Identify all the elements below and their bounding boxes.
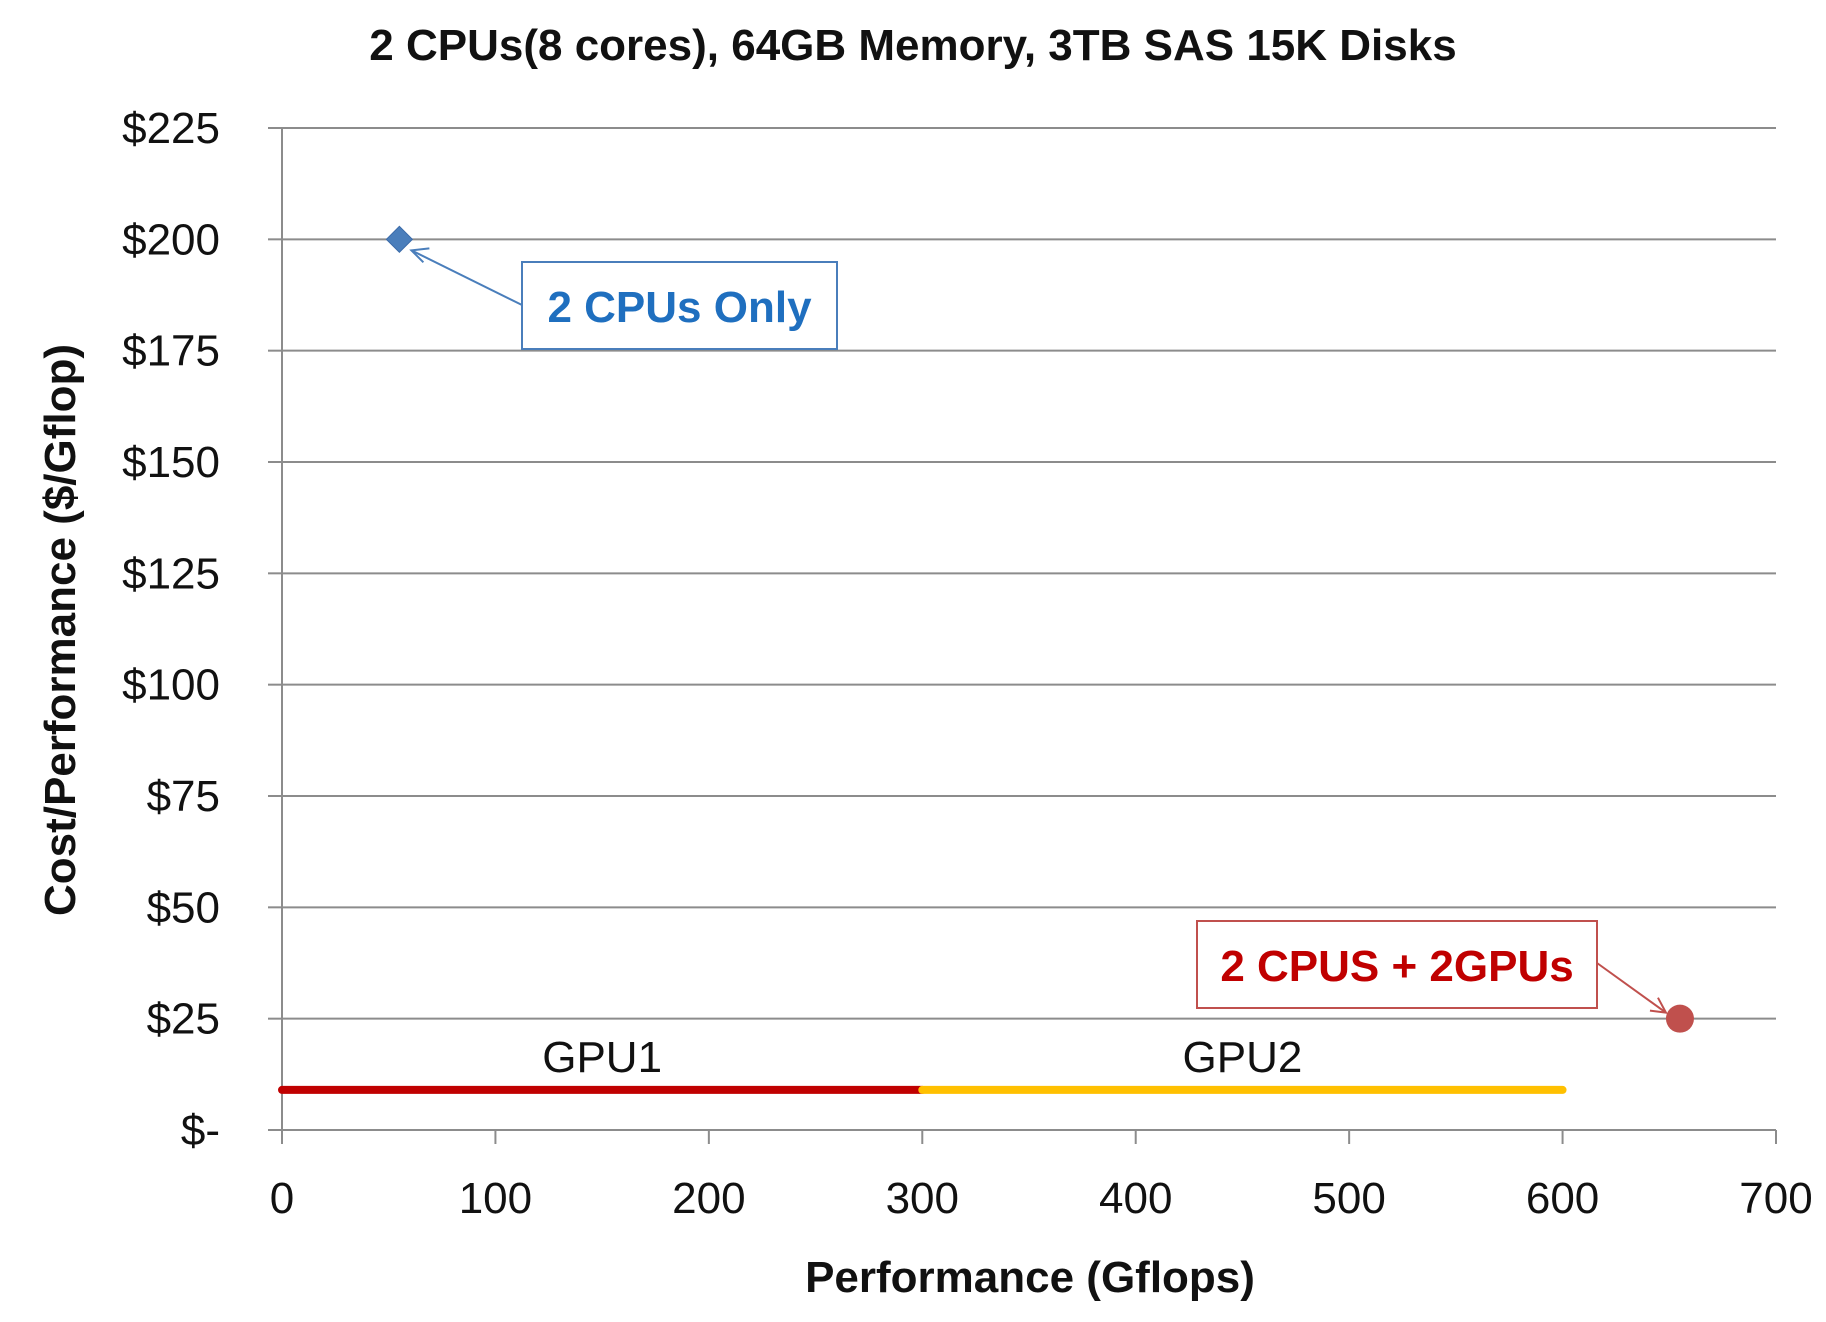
point-2-cpus-only: [385, 225, 414, 254]
y-tick-label: $50: [147, 883, 220, 932]
y-tick-label: $150: [122, 438, 220, 487]
point-2-cpus-2-gpus: [1665, 1004, 1694, 1033]
axes: [268, 127, 1777, 1144]
callout-label-2-cpus-only: 2 CPUs Only: [547, 283, 812, 332]
y-tick-label: $25: [147, 995, 220, 1044]
range-label-gpu1: GPU1: [542, 1033, 662, 1082]
y-tick-label: $125: [122, 549, 220, 598]
callout-leader-2-cpus-2-gpus: [1596, 962, 1667, 1014]
data-points: [385, 225, 1694, 1033]
range-label-gpu2: GPU2: [1183, 1033, 1303, 1082]
y-tick-label: $225: [122, 104, 220, 153]
x-tick-label: 300: [886, 1174, 959, 1223]
x-tick-label: 0: [270, 1174, 294, 1223]
x-tick-label: 700: [1739, 1174, 1812, 1223]
y-tick-label: $175: [122, 327, 220, 376]
y-tick-label: $-: [181, 1106, 220, 1155]
callouts: 2 CPUs Only 2 CPUS + 2GPUs: [409, 247, 1668, 1014]
gpu-ranges: GPU1 GPU2: [278, 1033, 1567, 1094]
x-tick-label: 200: [672, 1174, 745, 1223]
chart-title: 2 CPUs(8 cores), 64GB Memory, 3TB SAS 15…: [369, 21, 1456, 70]
tick-labels: $- $25 $50 $75 $100 $125 $150 $175 $200 $225 0 100 2…: [122, 104, 1813, 1223]
x-tick-label: 400: [1099, 1174, 1172, 1223]
y-tick-label: $100: [122, 661, 220, 710]
callout-arrowhead-2-cpus-only: [409, 247, 430, 264]
callout-arrowhead-2-cpus-2-gpus: [1649, 997, 1668, 1014]
y-tick-label: $200: [122, 215, 220, 264]
callout-leader-2-cpus-only: [410, 249, 523, 306]
callout-label-2-cpus-2-gpus: 2 CPUS + 2GPUs: [1220, 942, 1573, 991]
callout-box-2-cpus-2-gpus: [1196, 920, 1598, 1009]
grid-lines: [282, 127, 1776, 1020]
callout-box-2-cpus-only: [521, 261, 838, 350]
y-axis-label: Cost/Performance ($/Gflop): [36, 344, 85, 916]
x-tick-label: 500: [1312, 1174, 1385, 1223]
x-tick-label: 600: [1526, 1174, 1599, 1223]
x-axis-label: Performance (Gflops): [805, 1253, 1255, 1302]
y-tick-label: $75: [147, 772, 220, 821]
x-tick-label: 100: [459, 1174, 532, 1223]
